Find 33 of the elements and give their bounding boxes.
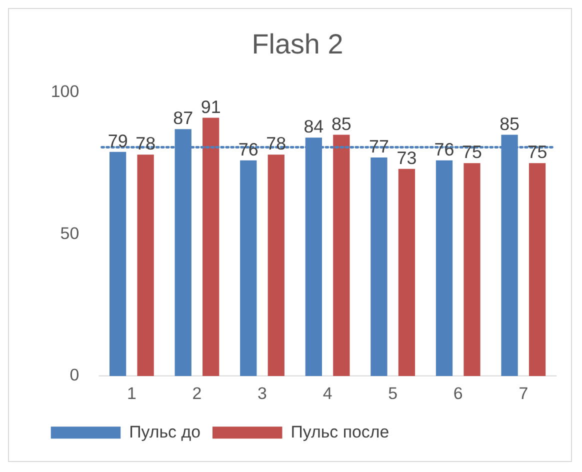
data-label: 75 xyxy=(527,142,548,162)
x-tick-label: 5 xyxy=(388,384,398,403)
data-label: 75 xyxy=(462,142,482,162)
x-tick-label: 6 xyxy=(453,384,463,403)
data-label: 87 xyxy=(173,108,194,128)
data-label: 79 xyxy=(108,130,128,151)
x-tick-label: 2 xyxy=(192,384,202,403)
data-label: 85 xyxy=(500,114,520,134)
x-tick-label: 1 xyxy=(126,384,136,403)
bar xyxy=(240,160,257,376)
legend-label: Пульс после xyxy=(290,422,390,442)
bar xyxy=(398,168,416,376)
bar xyxy=(202,118,220,376)
x-tick-label: 3 xyxy=(258,384,267,403)
bar xyxy=(436,160,453,376)
data-label: 85 xyxy=(331,114,352,134)
bar xyxy=(333,134,350,376)
x-tick-label: 7 xyxy=(518,384,528,403)
y-tick-label: 0 xyxy=(70,366,80,385)
data-label: 84 xyxy=(304,116,324,137)
y-tick-label: 50 xyxy=(60,224,80,243)
data-label: 91 xyxy=(200,96,221,117)
bar xyxy=(137,154,154,376)
legend-label: Пульс до xyxy=(129,422,200,442)
x-tick-label: 4 xyxy=(322,384,332,403)
bar xyxy=(370,157,388,376)
chart-title: Flash 2 xyxy=(252,28,344,60)
data-label: 73 xyxy=(396,148,417,168)
bar xyxy=(268,154,284,376)
bar xyxy=(109,152,126,376)
bar xyxy=(464,163,480,376)
y-tick-label: 100 xyxy=(50,82,80,101)
bar xyxy=(528,163,546,376)
